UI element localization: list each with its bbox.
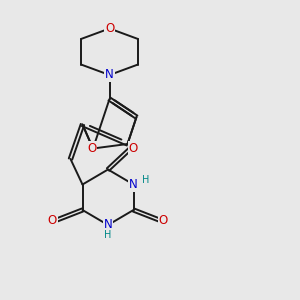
Text: O: O — [87, 142, 96, 155]
Text: O: O — [129, 142, 138, 155]
Text: O: O — [105, 22, 114, 35]
Text: H: H — [142, 175, 149, 185]
Text: H: H — [104, 230, 112, 241]
Text: N: N — [105, 68, 114, 82]
Text: N: N — [129, 178, 138, 191]
Text: N: N — [103, 218, 112, 232]
Text: O: O — [48, 214, 57, 227]
Text: O: O — [159, 214, 168, 227]
